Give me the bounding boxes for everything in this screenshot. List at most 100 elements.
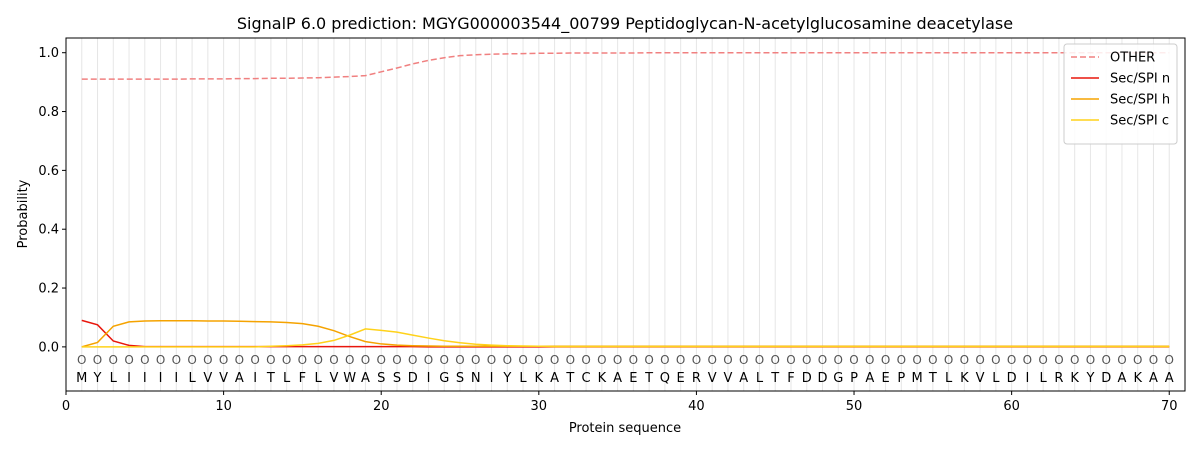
legend-box <box>1063 43 1178 145</box>
sequence-residue: G <box>833 371 843 386</box>
region-marker: O <box>250 353 259 367</box>
sequence-residue: D <box>408 371 418 386</box>
sequence-residue: M <box>911 371 922 386</box>
region-marker: O <box>376 353 385 367</box>
sequence-residue: I <box>174 371 178 386</box>
region-marker: O <box>424 353 433 367</box>
sequence-residue: T <box>770 371 779 386</box>
sequence-residue: R <box>1054 371 1063 386</box>
y-tick-label: 1.0 <box>38 46 59 61</box>
sequence-residue: T <box>644 371 653 386</box>
region-marker: O <box>219 353 228 367</box>
legend-label: OTHER <box>1110 51 1155 66</box>
sequence-residue: M <box>76 371 87 386</box>
region-marker: O <box>1149 353 1158 367</box>
region-marker: O <box>1054 353 1063 367</box>
region-marker: O <box>865 353 874 367</box>
region-marker: O <box>770 353 779 367</box>
series-line-sec-spi-h <box>81 319 1170 348</box>
region-marker: O <box>975 353 984 367</box>
x-tick-label: 70 <box>1161 399 1178 414</box>
region-marker: O <box>172 353 181 367</box>
region-marker: O <box>581 353 590 367</box>
sequence-residue: A <box>235 371 244 386</box>
region-marker: O <box>345 353 354 367</box>
sequence-residue: T <box>565 371 574 386</box>
sequence-residue: I <box>143 371 147 386</box>
region-marker: O <box>235 353 244 367</box>
region-marker: O <box>566 353 575 367</box>
sequence-residue: E <box>881 371 889 386</box>
y-axis-label: Probability <box>16 179 31 248</box>
region-marker: O <box>692 353 701 367</box>
sequence-residue: K <box>535 371 544 386</box>
legend: OTHER Sec/SPI n Sec/SPI h Sec/SPI c <box>1063 43 1178 145</box>
sequence-residue: S <box>456 371 464 386</box>
x-axis-label: Protein sequence <box>569 421 681 436</box>
sequence-residue: L <box>945 371 953 386</box>
sequence-residue: K <box>960 371 969 386</box>
sequence-residue: I <box>427 371 431 386</box>
series-line-sec-spi-c <box>81 328 1170 348</box>
region-marker: O <box>991 353 1000 367</box>
region-marker: O <box>723 353 732 367</box>
y-tick-label: 0.2 <box>38 282 59 297</box>
region-marker: O <box>802 353 811 367</box>
region-marker: O <box>755 353 764 367</box>
region-marker: O <box>93 353 102 367</box>
sequence-residue: D <box>1007 371 1017 386</box>
x-tick-label: 30 <box>531 399 548 414</box>
region-marker: O <box>518 353 527 367</box>
series-line-other <box>81 51 1170 80</box>
sequence-residue: S <box>393 371 401 386</box>
region-marker: O <box>329 353 338 367</box>
region-marker: O <box>849 353 858 367</box>
sequence-residue: A <box>1149 371 1158 386</box>
sequence-residue: V <box>723 371 732 386</box>
legend-label: Sec/SPI n <box>1110 72 1170 87</box>
region-marker: O <box>77 353 86 367</box>
region-marker: O <box>707 353 716 367</box>
sequence-residue: R <box>692 371 701 386</box>
region-marker: O <box>897 353 906 367</box>
sequence-residue: I <box>1025 371 1029 386</box>
sequence-residue: P <box>850 371 858 386</box>
grid-lines <box>81 38 1170 391</box>
sequence-residue: F <box>299 371 306 386</box>
x-tick-label: 0 <box>62 399 70 414</box>
region-marker: O <box>818 353 827 367</box>
y-tick-label: 0.4 <box>38 223 59 238</box>
region-marker: O <box>503 353 512 367</box>
sequence-residue: L <box>188 371 196 386</box>
sequence-residue: T <box>928 371 937 386</box>
sequence-residue: L <box>756 371 764 386</box>
sequence-residue: D <box>817 371 827 386</box>
legend-label: Sec/SPI c <box>1110 114 1169 129</box>
region-marker: O <box>361 353 370 367</box>
region-marker: O <box>313 353 322 367</box>
sequence-residue: S <box>377 371 385 386</box>
region-marker: O <box>613 353 622 367</box>
region-marker: O <box>660 353 669 367</box>
region-marker: O <box>1101 353 1110 367</box>
sequence-residue: L <box>992 371 1000 386</box>
x-tick-label: 40 <box>688 399 705 414</box>
sequence-residue: K <box>1070 371 1079 386</box>
series-lines <box>81 51 1170 348</box>
region-marker: O <box>644 353 653 367</box>
sequence-residue: I <box>490 371 494 386</box>
sequence-residue: W <box>343 371 356 386</box>
sequence-residue: E <box>629 371 637 386</box>
plot-frame <box>65 37 1186 392</box>
y-tick-label: 0.6 <box>38 164 59 179</box>
region-marker: O <box>550 353 559 367</box>
sequence-residue: Y <box>93 371 102 386</box>
y-axis-ticks: 0.0 0.2 0.4 0.6 0.8 1.0 <box>38 46 66 355</box>
sequence-residue: D <box>1101 371 1111 386</box>
region-marker: O <box>124 353 133 367</box>
region-marker: O <box>1133 353 1142 367</box>
x-tick-label: 50 <box>846 399 863 414</box>
region-marker: O <box>1023 353 1032 367</box>
sequence-residue: G <box>439 371 449 386</box>
